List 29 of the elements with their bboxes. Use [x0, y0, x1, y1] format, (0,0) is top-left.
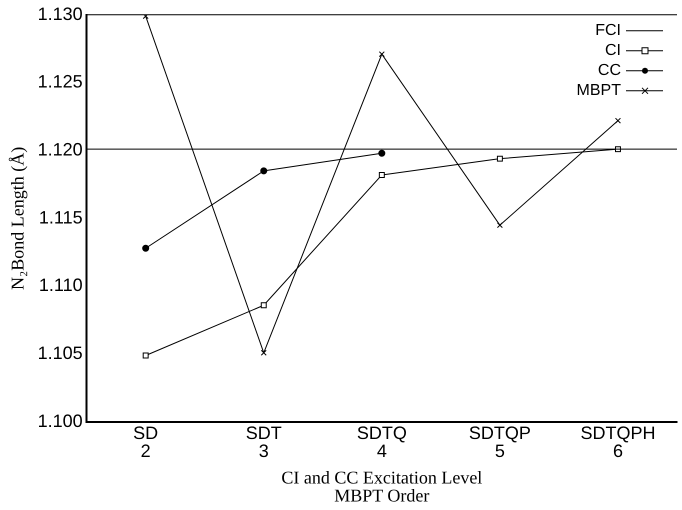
legend-label: MBPT [576, 82, 622, 100]
y-tick-label: 1.105 [38, 343, 83, 364]
x-tick-label: SDTQ 4 [356, 422, 407, 461]
x-tick-label: SDT 3 [246, 422, 282, 461]
y-axis-title: N₂Bond Length (Å) [8, 146, 28, 290]
legend-label: FCI [595, 22, 621, 40]
x-tick-label: SDTQP 5 [468, 422, 531, 461]
legend-label: CI [605, 42, 621, 60]
x-axis-title: CI and CC Excitation Level MBPT Order [281, 468, 482, 506]
point [496, 156, 503, 162]
point [260, 167, 268, 174]
point [496, 222, 503, 228]
point [142, 14, 149, 20]
y-tick-label: 1.115 [38, 207, 83, 228]
legend-label: CC [598, 62, 621, 80]
y-tick-label: 1.120 [38, 140, 83, 160]
point [142, 352, 149, 358]
y-tick-label: 1.125 [38, 72, 83, 92]
y-tick-label: 1.100 [38, 410, 83, 431]
point [614, 118, 621, 124]
x-tick-label: SD 2 [133, 422, 158, 461]
y-tick-label: 1.130 [38, 4, 83, 24]
point [378, 51, 385, 58]
point [142, 244, 150, 252]
x-tick-label: SDTQPH 6 [580, 422, 656, 461]
y-tick-label: 1.110 [38, 275, 83, 296]
point [260, 350, 267, 356]
point [378, 150, 386, 157]
point [378, 172, 385, 178]
